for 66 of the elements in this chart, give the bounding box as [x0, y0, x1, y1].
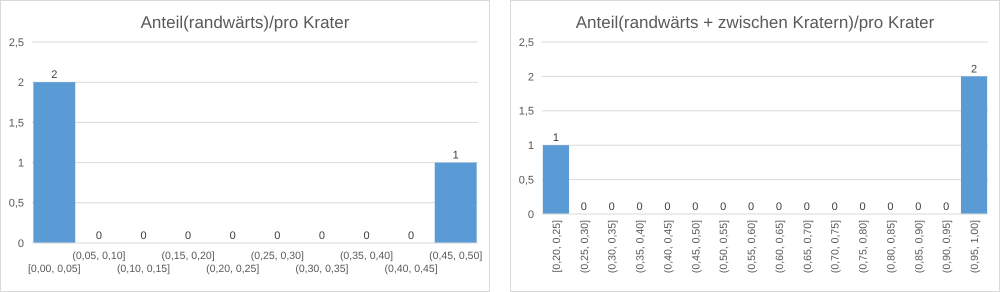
x-tick-label: (0,15, 0,20]	[162, 250, 215, 262]
x-tick-label: (0,40, 0,45]	[662, 220, 674, 274]
data-label: 0	[363, 230, 370, 242]
data-label: 0	[274, 230, 280, 242]
data-label: 0	[408, 230, 414, 242]
x-tick-label: (0,60, 0,65]	[774, 220, 786, 274]
data-label: 0	[943, 201, 950, 213]
x-tick-label: (0,90, 0,95]	[941, 220, 954, 274]
y-tick-label: 1,5	[8, 117, 24, 130]
data-label: 0	[915, 201, 922, 213]
x-tick-label: [0,20, 0,25]	[550, 220, 563, 273]
x-tick-label: (0,45, 0,50]	[429, 250, 482, 262]
x-tick-label: (0,65, 0,70]	[802, 220, 814, 274]
data-label: 0	[230, 230, 236, 242]
x-tick-label: (0,55, 0,60]	[746, 220, 758, 274]
x-tick-label: (0,70, 0,75]	[830, 220, 842, 274]
data-label: 0	[636, 201, 643, 213]
data-label: 0	[776, 201, 782, 213]
y-tick-label: 1	[18, 157, 24, 170]
y-tick-label: 2,5	[518, 36, 534, 49]
x-tick-label: (0,35, 0,40]	[634, 220, 647, 274]
data-label: 2	[971, 63, 978, 76]
data-label: 0	[608, 201, 615, 213]
x-tick-label: (0,30, 0,35]	[606, 220, 619, 274]
x-tick-label: (0,85, 0,90]	[913, 220, 926, 274]
x-tick-label: (0,95, 1,00]	[969, 220, 982, 274]
x-tick-label: (0,40, 0,45]	[384, 263, 438, 275]
y-tick-label: 0,5	[8, 198, 24, 210]
data-label: 0	[860, 201, 866, 213]
x-tick-label: (0,75, 0,80]	[858, 220, 870, 274]
data-label: 0	[748, 201, 754, 213]
y-tick-label: 0	[528, 208, 534, 221]
y-tick-label: 0,5	[518, 174, 534, 186]
y-tick-label: 1	[528, 140, 534, 152]
data-label: 0	[318, 230, 325, 242]
x-tick-label: (0,10, 0,15]	[116, 263, 170, 275]
data-label: 0	[720, 201, 726, 213]
data-label: 0	[140, 230, 147, 242]
chart-title: Anteil(randwärts)/pro Krater	[140, 13, 350, 32]
y-tick-label: 0	[18, 238, 24, 250]
x-tick-label: (0,45, 0,50]	[690, 220, 702, 274]
x-tick-label: (0,50, 0,55]	[718, 220, 730, 274]
y-tick-label: 2	[18, 77, 24, 90]
data-label: 1	[552, 132, 559, 144]
chart-title: Anteil(randwärts + zwischen Kratern)/pro Krater	[576, 13, 935, 32]
data-label: 0	[185, 230, 192, 242]
x-tick-label: (0,30, 0,35]	[295, 263, 349, 275]
x-tick-label: (0,05, 0,10]	[72, 250, 126, 262]
data-label: 1	[452, 150, 459, 162]
data-label: 2	[51, 69, 58, 82]
data-label: 0	[887, 201, 894, 213]
data-label: 0	[692, 201, 698, 213]
data-label: 0	[804, 201, 810, 213]
y-tick-label: 2	[528, 71, 534, 84]
x-tick-label: (0,35, 0,40]	[340, 250, 394, 262]
x-tick-label: [0,00, 0,05]	[28, 263, 81, 275]
data-label: 0	[664, 201, 670, 213]
x-tick-label: (0,20, 0,25]	[206, 263, 260, 275]
y-tick-label: 2,5	[8, 36, 24, 49]
x-tick-label: (0,25, 0,30]	[250, 250, 304, 262]
y-tick-label: 1,5	[518, 106, 534, 118]
data-label: 0	[832, 201, 838, 213]
x-tick-label: (0,25, 0,30]	[578, 220, 591, 274]
data-label: 0	[96, 230, 102, 242]
x-tick-label: (0,80, 0,85]	[885, 220, 898, 274]
data-label: 0	[580, 201, 587, 213]
